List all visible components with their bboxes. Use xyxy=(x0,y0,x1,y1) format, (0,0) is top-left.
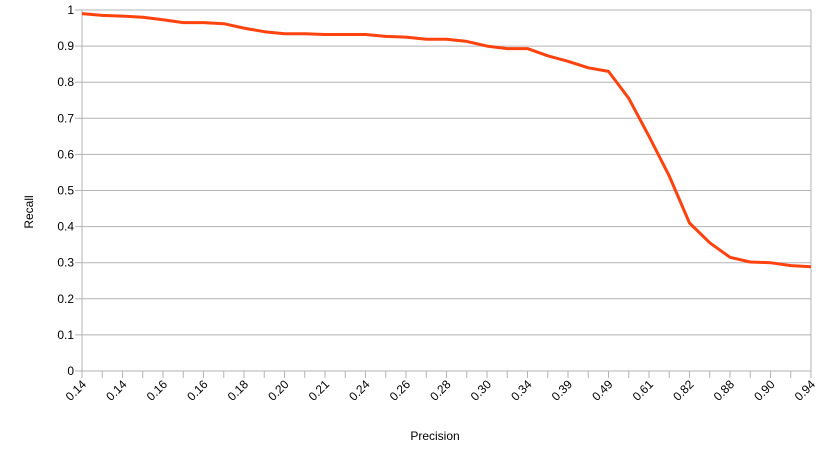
x-tick-label: 0.82 xyxy=(670,377,697,404)
x-tick-label: 0.14 xyxy=(63,377,90,404)
y-tick-label: 0.6 xyxy=(57,147,74,161)
y-tick-label: 0.3 xyxy=(57,256,74,270)
x-tick-label: 0.61 xyxy=(630,377,657,404)
x-tick-label: 0.94 xyxy=(792,377,819,404)
y-tick-label: 0 xyxy=(67,364,74,378)
y-tick-label: 0.7 xyxy=(57,111,74,125)
x-tick-label: 0.18 xyxy=(225,377,252,404)
x-tick-label: 0.34 xyxy=(508,377,535,404)
x-tick-label: 0.49 xyxy=(589,377,616,404)
y-tick-label: 1 xyxy=(67,3,74,17)
x-tick-label: 0.26 xyxy=(387,377,414,404)
y-tick-label: 0.5 xyxy=(57,184,74,198)
x-axis-title: Precision xyxy=(410,429,459,443)
y-tick-label: 0.4 xyxy=(57,220,74,234)
x-tick-label: 0.24 xyxy=(346,377,373,404)
x-tick-label: 0.88 xyxy=(711,377,738,404)
x-tick-label: 0.16 xyxy=(144,377,171,404)
series-line xyxy=(81,12,812,269)
y-axis-tick-labels: 0 0.1 0.2 0.3 0.4 0.5 0.6 0.7 0.8 0.9 1 xyxy=(57,3,74,378)
gridlines xyxy=(75,9,812,372)
y-tick-label: 0.9 xyxy=(57,39,74,53)
x-axis: 0.14 0.14 0.16 0.16 0.18 0.20 0.21 0.24 0.26 0.28… xyxy=(63,371,819,404)
x-tick-label: 0.20 xyxy=(265,377,292,404)
x-tick-label: 0.21 xyxy=(306,377,333,404)
x-tick-label: 0.16 xyxy=(184,377,211,404)
y-axis-title: Recall xyxy=(22,195,36,228)
x-tick-label: 0.14 xyxy=(103,377,130,404)
series-layer xyxy=(81,12,812,269)
y-tick-label: 0.1 xyxy=(57,328,74,342)
y-tick-label: 0.8 xyxy=(57,75,74,89)
x-tick-label: 0.30 xyxy=(468,377,495,404)
x-tick-label: 0.28 xyxy=(427,377,454,404)
y-tick-label: 0.2 xyxy=(57,292,74,306)
x-tick-label: 0.39 xyxy=(549,377,576,404)
x-tick-label: 0.90 xyxy=(751,377,778,404)
